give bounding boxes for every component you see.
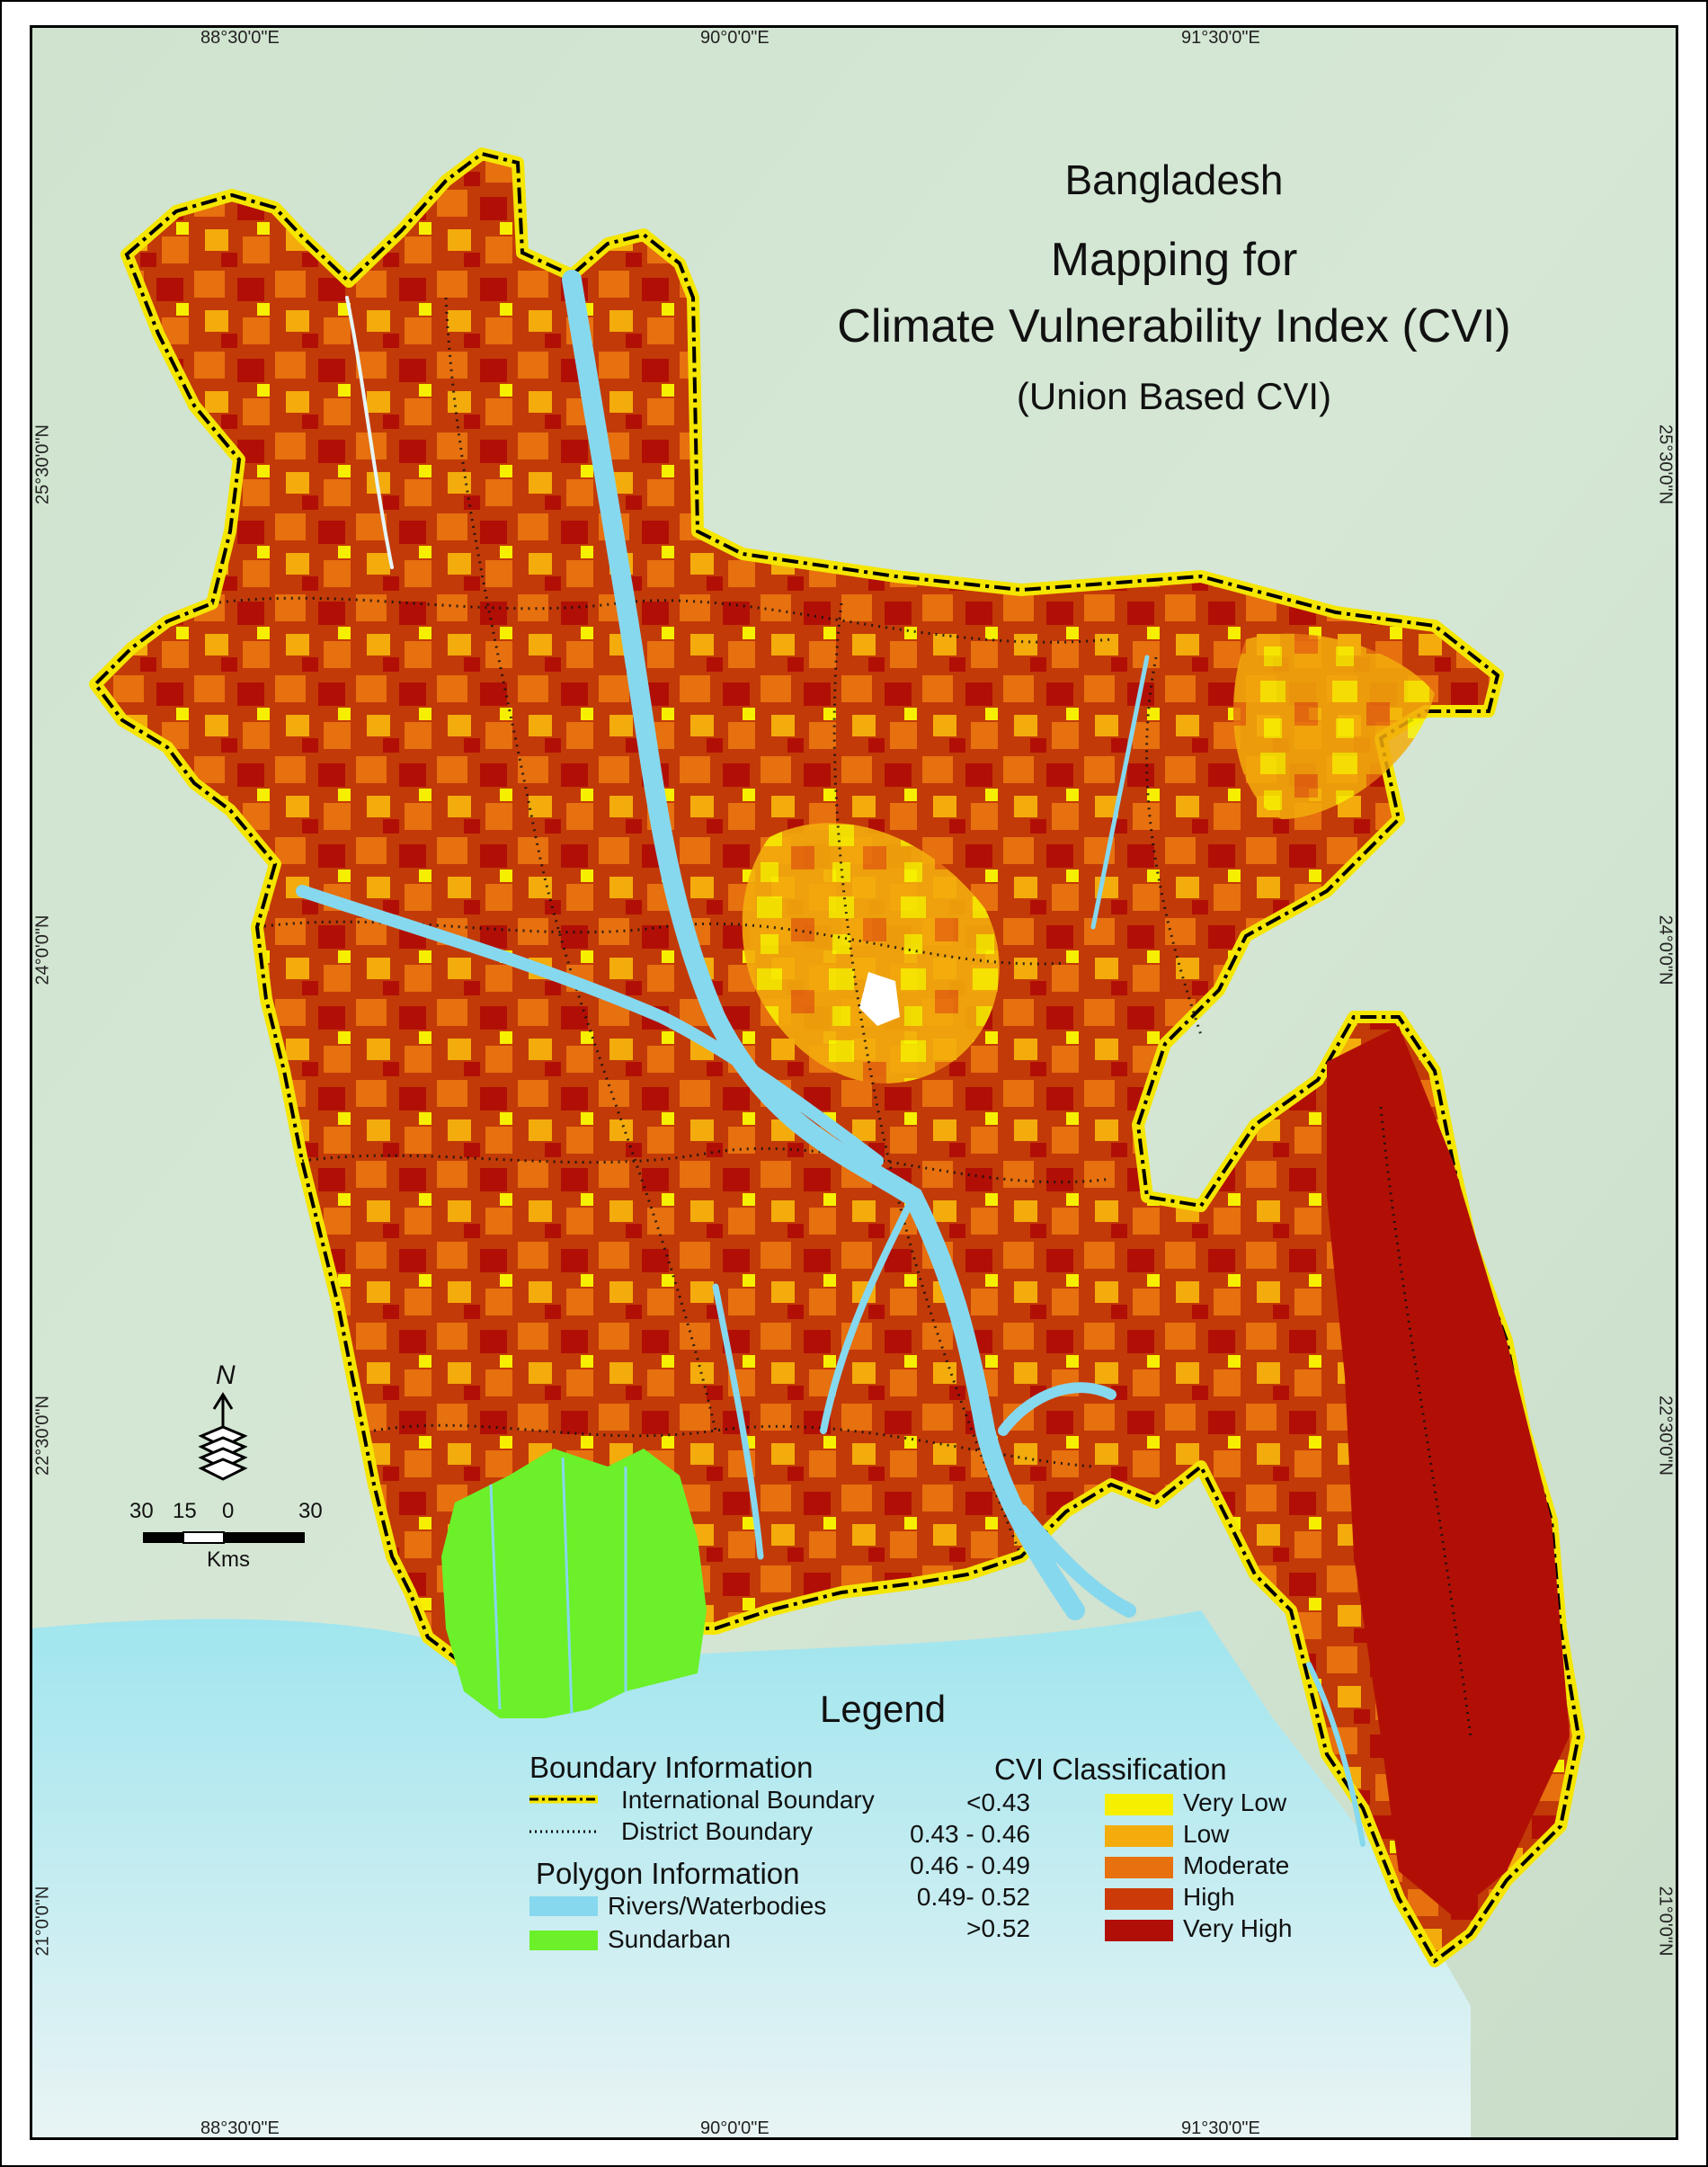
graticule-left-2: 24°0'0"N: [32, 914, 53, 985]
sundarban-channels: [489, 1457, 627, 1715]
scale-unit: Kms: [207, 1547, 250, 1572]
graticule-right-2: 24°0'0"N: [1655, 914, 1676, 985]
scale-bar-graphic: [143, 1531, 305, 1544]
north-arrow-graphic: [198, 1392, 248, 1481]
boundary-heading: Boundary Information: [529, 1751, 814, 1784]
graticule-right-4: 21°0'0"N: [1655, 1886, 1676, 1957]
graticule-bottom-3: 91°30'0"E: [1181, 2118, 1260, 2138]
cvi-range-1: 0.43 - 0.46: [910, 1820, 1030, 1848]
map-country-title: Bangladesh: [1064, 156, 1284, 203]
legend-title: Legend: [820, 1688, 947, 1730]
cvi-swatch-4: [1105, 1920, 1173, 1941]
cvi-range-2: 0.46 - 0.49: [910, 1851, 1030, 1879]
cvi-label-1: Low: [1183, 1820, 1230, 1848]
low-vulnerability-zone-east: [1232, 633, 1435, 819]
cvi-range-4: >0.52: [966, 1914, 1030, 1942]
graticule-top-3: 91°30'0"E: [1181, 28, 1260, 48]
cvi-label-0: Very Low: [1183, 1788, 1287, 1816]
map-title-line1: Mapping for: [1050, 234, 1298, 286]
very-high-zone-southeast: [1327, 1026, 1570, 1916]
scale-label-15: 15: [173, 1499, 197, 1523]
graticule-right-1: 25°30'0"N: [1655, 424, 1676, 504]
cvi-label-4: Very High: [1183, 1914, 1293, 1942]
legend-graphics: [529, 1795, 598, 1950]
map-panel: Bangladesh Mapping for Climate Vulnerabi…: [30, 25, 1678, 2140]
cvi-range-3: 0.49- 0.52: [916, 1883, 1030, 1911]
graticule-left-3: 22°30'0"N: [32, 1396, 53, 1476]
cvi-label-2: Moderate: [1183, 1851, 1290, 1879]
map-canvas: [32, 28, 1676, 2137]
scale-label-0: 0: [222, 1499, 235, 1523]
legend-sundarban: Sundarban: [608, 1925, 732, 1953]
polygon-heading: Polygon Information: [536, 1857, 800, 1890]
cvi-range-0: <0.43: [966, 1788, 1030, 1816]
scale-label-30-right: 30: [298, 1499, 323, 1523]
rivers: [296, 270, 1366, 1847]
graticule-left-4: 21°0'0"N: [32, 1886, 53, 1957]
cvi-swatch-1: [1105, 1825, 1173, 1847]
graticule-bottom-1: 88°30'0"E: [200, 2118, 280, 2138]
cvi-swatches: [1105, 1794, 1173, 1941]
north-arrow-label: N: [216, 1360, 236, 1390]
cvi-swatch-0: [1105, 1794, 1173, 1815]
map-title-line2: Climate Vulnerability Index (CVI): [837, 300, 1511, 352]
graticule-top-1: 88°30'0"E: [200, 28, 280, 48]
cvi-swatch-3: [1105, 1888, 1173, 1910]
legend-rivers: Rivers/Waterbodies: [608, 1892, 827, 1920]
international-boundary-line: [93, 151, 1581, 1964]
scale-label-30-left: 30: [129, 1499, 154, 1523]
low-vulnerability-zone: [742, 823, 1000, 1084]
bay-of-bengal: [32, 1610, 1471, 2137]
map-subtitle: (Union Based CVI): [1016, 375, 1332, 417]
legend-district-boundary: District Boundary: [621, 1817, 814, 1845]
legend-international-boundary: International Boundary: [621, 1786, 875, 1814]
cvi-swatch-2: [1105, 1857, 1173, 1878]
graticule-bottom-2: 90°0'0"E: [700, 2118, 769, 2138]
cvi-heading: CVI Classification: [994, 1752, 1227, 1786]
graticule-left-1: 25°30'0"N: [32, 424, 53, 504]
sundarban-forest: [441, 1449, 707, 1718]
graticule-top-2: 90°0'0"E: [700, 28, 769, 48]
dhaka-white-area: [859, 972, 900, 1026]
cvi-label-3: High: [1183, 1883, 1235, 1911]
graticule-right-3: 22°30'0"N: [1655, 1396, 1676, 1476]
